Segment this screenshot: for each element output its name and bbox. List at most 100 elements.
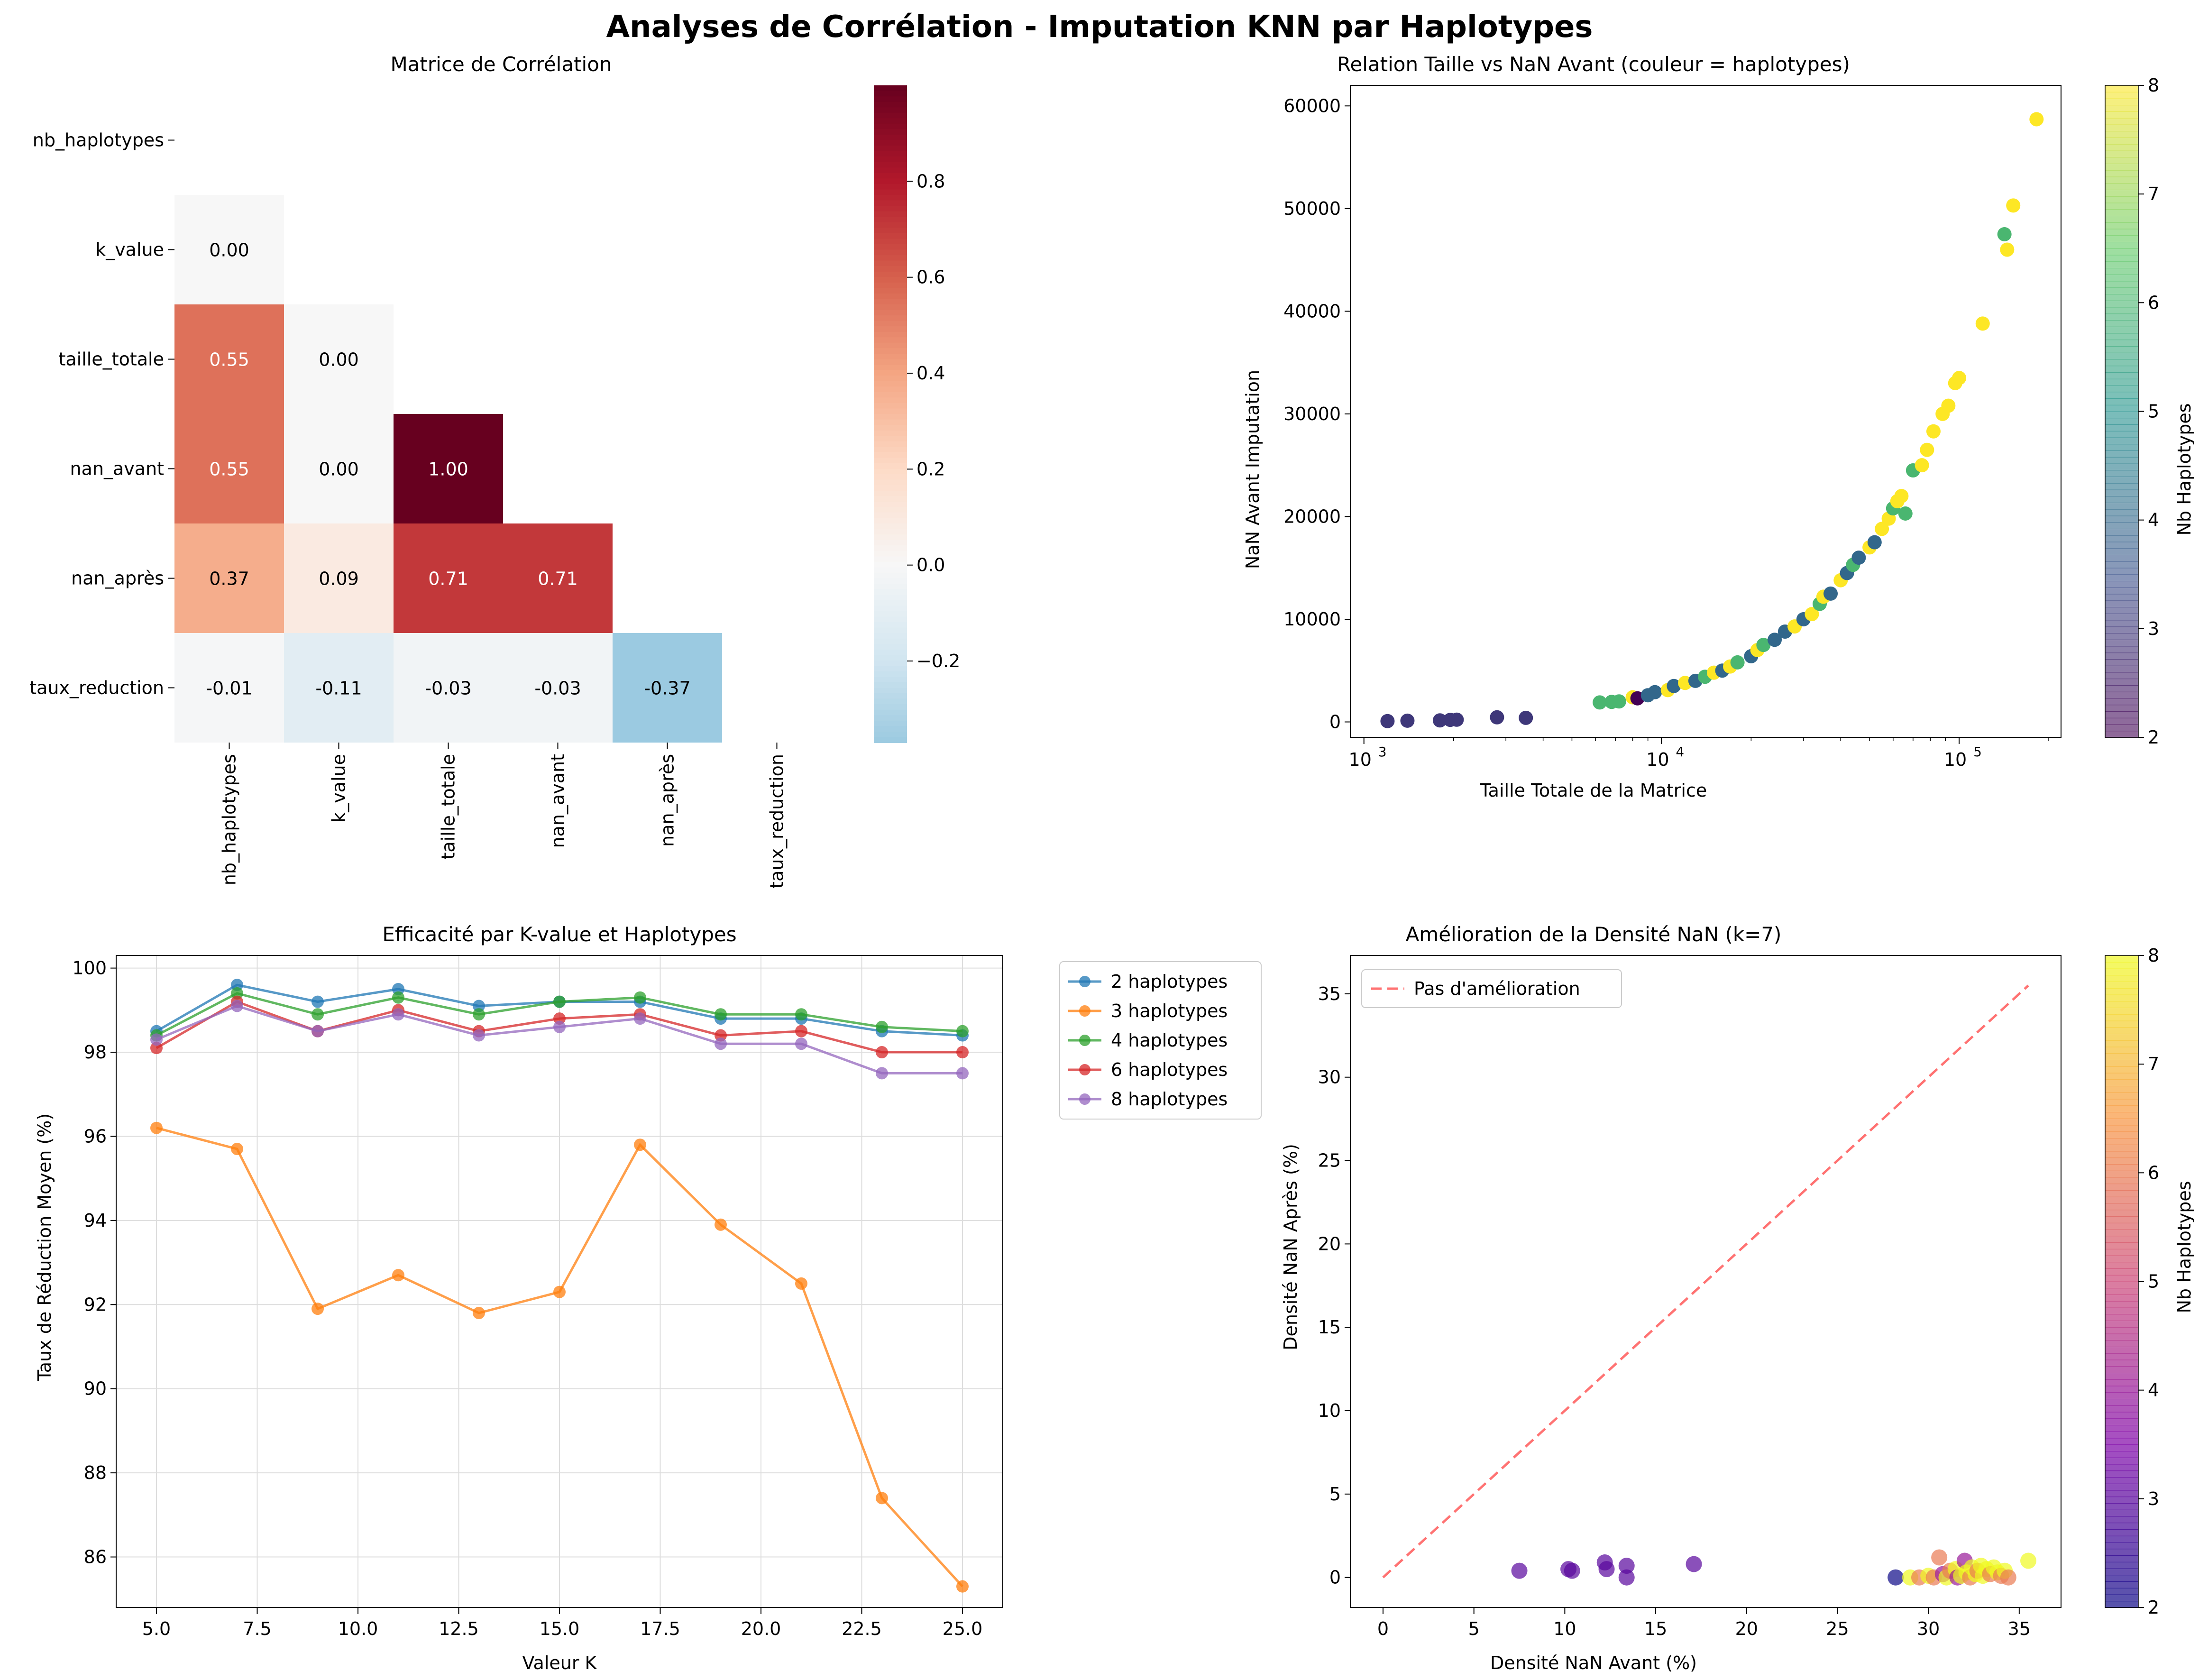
heatmap-colorbar-segment xyxy=(874,277,907,283)
heatmap-row-label: taille_totale xyxy=(58,349,164,370)
heatmap-colorbar-segment xyxy=(874,288,907,294)
scatter-density-colorbar-segment xyxy=(2105,1373,2138,1380)
scatter-density-colorbar-segment xyxy=(2105,1294,2138,1302)
heatmap-colorbar-segment xyxy=(874,293,907,300)
heatmap-cell-value: 0.71 xyxy=(538,569,578,589)
line-point xyxy=(634,991,646,1004)
scatter-taille-colorbar-segment xyxy=(2105,164,2138,171)
line-xtick-label: 15.0 xyxy=(540,1618,580,1639)
heatmap-colorbar-segment xyxy=(874,556,907,562)
scatter-taille-colorbar-segment xyxy=(2105,496,2138,503)
scatter-density-colorbar-segment xyxy=(2105,1542,2138,1550)
scatter-density-colorbar-segment xyxy=(2105,1086,2138,1093)
scatter-density-frame xyxy=(1350,955,2062,1608)
scatter-density-colorbar-segment xyxy=(2105,1588,2138,1595)
heatmap-cell-value: 1.00 xyxy=(428,459,468,480)
heatmap-colorbar-segment xyxy=(874,677,907,683)
heatmap-cells: 0.00 0.55 0.00 0.55 0.00 1.00 0.37 0.09 0.71 0.71… xyxy=(174,195,722,743)
scatter-density-colorbar-tick-label: 7 xyxy=(2148,1054,2159,1074)
scatter-density-colorbar-segment xyxy=(2105,1242,2138,1249)
scatter-taille-colorbar-segment xyxy=(2105,581,2138,588)
heatmap-colorbar-segment xyxy=(874,606,907,612)
scatter-density-colorbar-segment xyxy=(2105,1210,2138,1217)
scatter-density-colorbar-segment xyxy=(2105,975,2138,982)
line-point xyxy=(634,1138,646,1151)
scatter-density-colorbar-segment xyxy=(2105,1535,2138,1543)
heatmap-col-label: taux_reduction xyxy=(767,754,788,889)
scatter-density-point xyxy=(2020,1552,2036,1569)
scatter-taille-colorbar-segment xyxy=(2105,717,2138,725)
heatmap-cell-value: -0.37 xyxy=(644,678,690,699)
line-legend-label: 2 haplotypes xyxy=(1111,971,1228,992)
heatmap-colorbar-segment xyxy=(874,271,907,278)
scatter-density-colorbar-segment xyxy=(2105,1444,2138,1451)
heatmap-colorbar-segment xyxy=(874,381,907,387)
scatter-density-colorbar-segment xyxy=(2105,1568,2138,1576)
scatter-density-colorbar-segment xyxy=(2105,1470,2138,1478)
heatmap-colorbar-segment xyxy=(874,282,907,289)
heatmap-colorbar-segment xyxy=(874,397,907,404)
scatter-density-colorbar-segment xyxy=(2105,1464,2138,1471)
scatter-density-colorbar-segment xyxy=(2105,1594,2138,1602)
heatmap-colorbar-segment xyxy=(874,726,907,732)
heatmap-colorbar-segment xyxy=(874,85,907,92)
scatter-density-colorbar-segment xyxy=(2105,1092,2138,1100)
scatter-taille-ylabel: NaN Avant Imputation xyxy=(1242,370,1263,569)
scatter-taille-point xyxy=(1449,712,1464,727)
heatmap-colorbar-segment xyxy=(874,118,907,124)
scatter-density-point xyxy=(1686,1556,1702,1572)
heatmap-colorbar-segment xyxy=(874,490,907,497)
scatter-density-colorbar-segment xyxy=(2105,1249,2138,1256)
scatter-density-colorbar-segment xyxy=(2105,1281,2138,1289)
line-point xyxy=(795,1008,807,1021)
heatmap-colorbar-segment xyxy=(874,359,907,366)
scatter-taille-colorbar-segment xyxy=(2105,340,2138,347)
scatter-density-colorbar-segment xyxy=(2105,1288,2138,1295)
scatter-taille-point xyxy=(1432,713,1447,728)
heatmap-colorbar-segment xyxy=(874,447,907,453)
line-legend-marker xyxy=(1079,1035,1090,1046)
scatter-density-colorbar-segment xyxy=(2105,968,2138,976)
scatter-taille-point xyxy=(1648,685,1662,699)
scatter-density-colorbar-segment xyxy=(2105,988,2138,995)
scatter-taille-point xyxy=(1851,551,1866,565)
heatmap-colorbar-segment xyxy=(874,627,907,633)
scatter-taille-colorbar-segment xyxy=(2105,294,2138,301)
scatter-taille-colorbar-segment xyxy=(2105,385,2138,393)
heatmap-colorbar-segment xyxy=(874,156,907,163)
scatter-density-ytick-label: 5 xyxy=(1329,1484,1341,1505)
heatmap-colorbar-segment xyxy=(874,458,907,464)
scatter-taille-colorbar-segment xyxy=(2105,652,2138,660)
scatter-taille-point xyxy=(2029,112,2044,127)
scatter-taille-xtick-exponent: 3 xyxy=(1378,744,1387,760)
scatter-density-colorbar-segment xyxy=(2105,1170,2138,1178)
line-xlabel: Valeur K xyxy=(522,1652,597,1673)
heatmap-cell-value: -0.03 xyxy=(534,678,581,699)
scatter-density-legend-label: Pas d'amélioration xyxy=(1414,978,1580,999)
heatmap-colorbar-segment xyxy=(874,326,907,332)
heatmap-colorbar-segment xyxy=(874,151,907,157)
scatter-density-colorbar-segment xyxy=(2105,1275,2138,1282)
line-legend-label: 3 haplotypes xyxy=(1111,1001,1228,1021)
scatter-taille-colorbar-segment xyxy=(2105,176,2138,184)
scatter-taille-point xyxy=(1805,607,1819,622)
heatmap-col-label: taille_totale xyxy=(438,754,459,860)
heatmap-cell xyxy=(174,633,284,743)
heatmap-cell-value: 0.00 xyxy=(209,240,249,261)
scatter-taille-ytick-label: 30000 xyxy=(1283,404,1341,424)
heatmap-title: Matrice de Corrélation xyxy=(390,53,612,76)
scatter-taille-point xyxy=(1920,442,1934,457)
scatter-density-xtick-label: 5 xyxy=(1468,1618,1480,1639)
scatter-taille-colorbar-segment xyxy=(2105,131,2138,138)
line-point xyxy=(553,995,566,1008)
scatter-taille-xtick-exponent: 5 xyxy=(1973,744,1982,760)
scatter-density-colorbar-segment xyxy=(2105,1529,2138,1536)
scatter-taille-colorbar-segment xyxy=(2105,118,2138,125)
heatmap-colorbar-segment xyxy=(874,512,907,519)
scatter-density-colorbar-segment xyxy=(2105,1601,2138,1608)
scatter-density-colorbar-segment xyxy=(2105,1490,2138,1497)
scatter-taille-colorbar-segment xyxy=(2105,639,2138,647)
scatter-taille-colorbar-segment xyxy=(2105,392,2138,399)
scatter-taille-colorbar-segment xyxy=(2105,489,2138,497)
scatter-taille-ytick-label: 20000 xyxy=(1283,506,1341,527)
